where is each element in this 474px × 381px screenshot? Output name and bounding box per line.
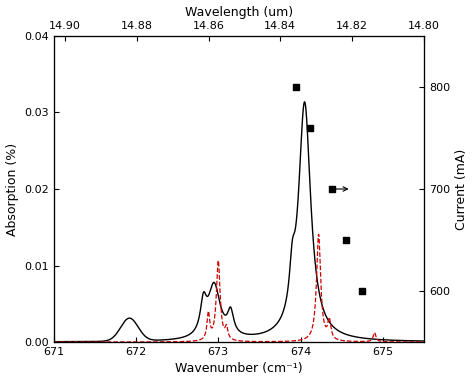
Y-axis label: Current (mA): Current (mA)	[456, 148, 468, 230]
Point	[292, 84, 300, 90]
Point	[358, 288, 366, 294]
X-axis label: Wavenumber (cm⁻¹): Wavenumber (cm⁻¹)	[175, 362, 302, 375]
Point	[307, 125, 314, 131]
Y-axis label: Absorption (%): Absorption (%)	[6, 142, 18, 235]
Point	[328, 186, 336, 192]
Point	[342, 237, 349, 243]
X-axis label: Wavelength (um): Wavelength (um)	[185, 6, 293, 19]
